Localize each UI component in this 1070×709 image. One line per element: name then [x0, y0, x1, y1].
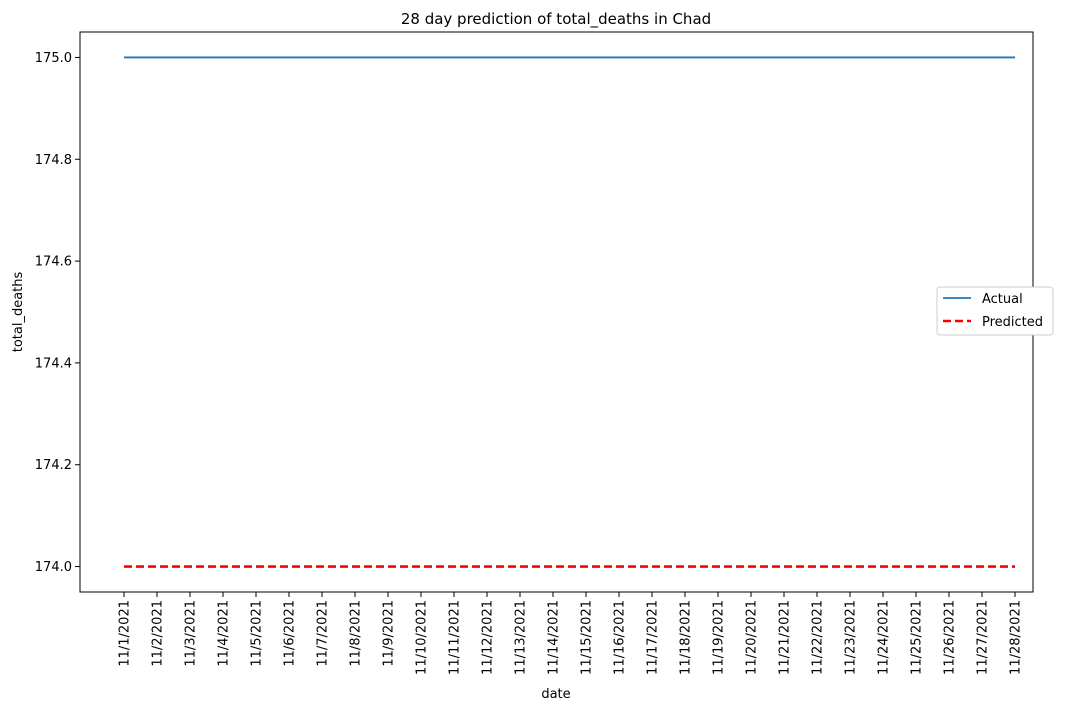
y-tick-label: 174.0: [35, 560, 72, 575]
x-tick-label: 11/9/2021: [382, 600, 397, 667]
x-tick-label: 11/6/2021: [283, 600, 298, 667]
x-tick-label: 11/19/2021: [712, 600, 727, 675]
x-tick-label: 11/5/2021: [250, 600, 265, 667]
y-tick-label: 175.0: [35, 51, 72, 66]
x-tick-label: 11/27/2021: [976, 600, 991, 675]
x-tick-label: 11/23/2021: [844, 600, 859, 675]
x-tick-label: 11/22/2021: [811, 600, 826, 675]
x-tick-label: 11/26/2021: [943, 600, 958, 675]
y-tick-label: 174.2: [35, 458, 72, 473]
legend: Actual Predicted: [936, 286, 1054, 336]
x-tick-label: 11/20/2021: [745, 600, 760, 675]
plot-area: [79, 31, 1034, 593]
x-tick-label: 11/17/2021: [646, 600, 661, 675]
y-tick-label: 174.8: [35, 153, 72, 168]
x-tick-label: 11/21/2021: [778, 600, 793, 675]
x-tick-label: 11/3/2021: [184, 600, 199, 667]
x-axis-title: date: [541, 687, 570, 702]
x-tick-label: 11/11/2021: [448, 600, 463, 675]
x-tick-label: 11/25/2021: [910, 600, 925, 675]
x-tick-label: 11/28/2021: [1009, 600, 1024, 675]
x-tick-label: 11/15/2021: [580, 600, 595, 675]
legend-label-actual: Actual: [982, 292, 1023, 307]
x-tick-label: 11/10/2021: [415, 600, 430, 675]
x-tick-label: 11/4/2021: [217, 600, 232, 667]
x-tick-label: 11/1/2021: [118, 600, 133, 667]
x-tick-label: 11/7/2021: [316, 600, 331, 667]
legend-box: [936, 286, 1054, 336]
x-tick-label: 11/13/2021: [514, 600, 529, 675]
x-tick-label: 11/8/2021: [349, 600, 364, 667]
y-tick-label: 174.4: [35, 356, 72, 371]
x-tick-label: 11/16/2021: [613, 600, 628, 675]
x-tick-label: 11/18/2021: [679, 600, 694, 675]
x-tick-label: 11/14/2021: [547, 600, 562, 675]
x-tick-label: 11/12/2021: [481, 600, 496, 675]
legend-label-predicted: Predicted: [982, 315, 1043, 330]
x-tick-label: 11/2/2021: [151, 600, 166, 667]
y-axis-title: total_deaths: [11, 272, 26, 353]
chart-title: 28 day prediction of total_deaths in Cha…: [401, 10, 711, 29]
y-axis: 174.0 174.2 174.4 174.6 174.8 175.0: [35, 51, 80, 575]
x-axis: 11/1/2021 11/2/2021 11/3/2021 11/4/2021 11/5…: [118, 592, 1024, 675]
y-tick-label: 174.6: [35, 255, 72, 270]
x-tick-label: 11/24/2021: [877, 600, 892, 675]
series-layer: [124, 56, 1015, 568]
